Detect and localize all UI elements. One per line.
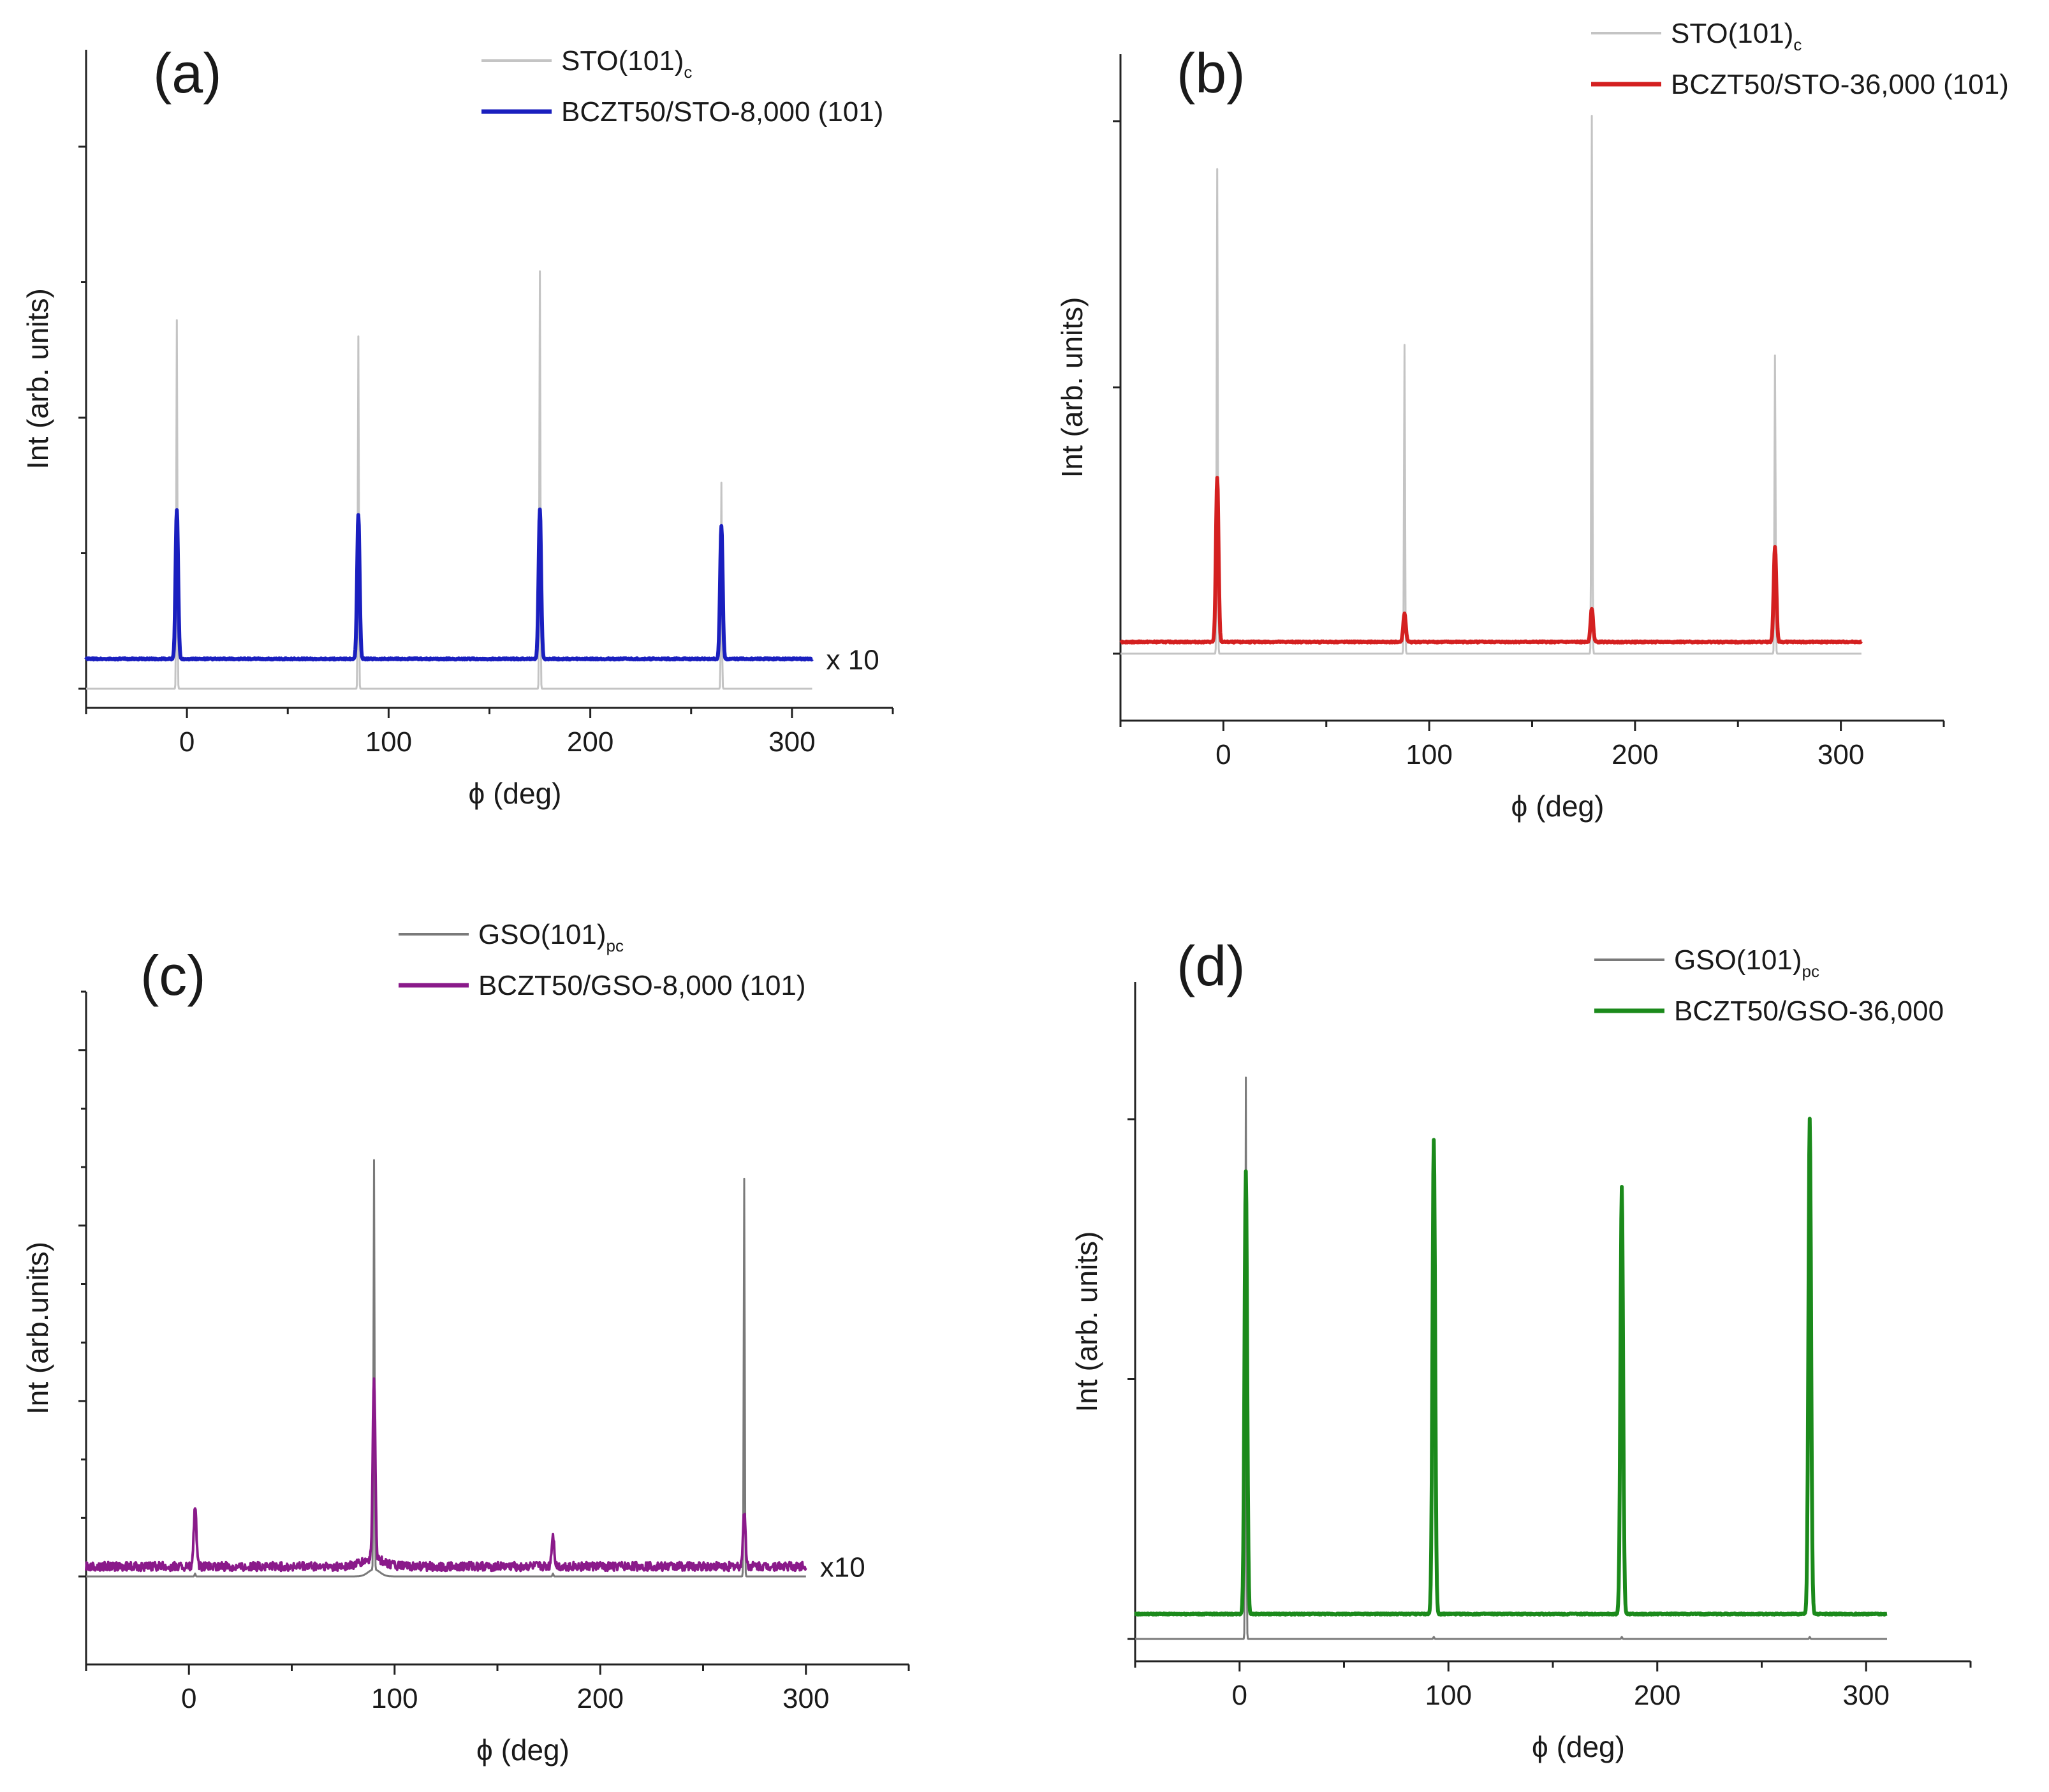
x-tick-label: 200 xyxy=(567,726,613,758)
legend-subscript: c xyxy=(1793,35,1802,54)
x-tick-label: 200 xyxy=(577,1683,624,1714)
legend-label: BCZT50/STO-36,000 (101) xyxy=(1671,69,2009,100)
x-tick-label: 100 xyxy=(1406,739,1452,770)
legend-subscript: pc xyxy=(606,936,624,955)
panel-d: 0 100 200 300 ϕ (deg) Int (arb. units) (d) GSO(… xyxy=(1070,934,1972,1763)
x-tick-label: 0 xyxy=(1215,739,1231,770)
panel-label: (b) xyxy=(1177,41,1245,105)
legend-subscript: c xyxy=(684,62,692,82)
film-series-line xyxy=(1119,476,1863,645)
legend-label: BCZT50/GSO-36,000 xyxy=(1674,995,1944,1027)
x-tick-label: 200 xyxy=(1612,739,1658,770)
x-tick-label: 300 xyxy=(1818,739,1864,770)
x-tick-label: 0 xyxy=(179,726,195,758)
panel-a: 0 100 200 300 ϕ (deg) Int (arb. units) (a) STO(… xyxy=(21,41,894,810)
x-axis-title: ϕ (deg) xyxy=(1532,1730,1625,1763)
x-tick-label: 100 xyxy=(365,726,412,758)
film-series-line xyxy=(85,1377,807,1573)
substrate-series-line xyxy=(85,270,813,690)
x-tick-label: 300 xyxy=(768,726,815,758)
panel-label: (a) xyxy=(153,41,222,105)
y-axis-title: Int (arb. units) xyxy=(1070,1231,1103,1413)
panel-label: (c) xyxy=(140,944,206,1007)
x-tick-label: 300 xyxy=(1843,1680,1890,1711)
substrate-series-line xyxy=(1120,115,1862,655)
panel-label: (d) xyxy=(1177,934,1245,997)
x-axis-title: ϕ (deg) xyxy=(1511,790,1605,823)
panel-b: 0 100 200 300 ϕ (deg) Int (arb. units) (b) STO(… xyxy=(1055,18,2009,823)
y-axis-title: Int (arb. units) xyxy=(1055,297,1089,478)
legend-label: GSO(101)pc xyxy=(478,919,624,955)
x-tick-label: 300 xyxy=(782,1683,829,1714)
x-tick-label: 100 xyxy=(371,1683,418,1714)
multiplier-label: x 10 xyxy=(826,644,879,675)
legend-label: STO(101)c xyxy=(561,45,692,82)
x-tick-label: 100 xyxy=(1425,1680,1472,1711)
y-axis-title: Int (arb. units) xyxy=(21,288,54,469)
substrate-series-line xyxy=(85,1159,807,1578)
legend-label: GSO(101)pc xyxy=(1674,944,1819,981)
legend-subscript: pc xyxy=(1802,962,1819,981)
x-tick-label: 0 xyxy=(181,1683,196,1714)
substrate-series-line xyxy=(1135,1076,1888,1640)
film-series-line xyxy=(84,507,814,662)
film-series-line xyxy=(1133,1117,1889,1617)
x-tick-label: 0 xyxy=(1232,1680,1247,1711)
panel-c: 0 100 200 300 ϕ (deg) Int (arb.units) (c) GSO(1… xyxy=(21,919,910,1766)
x-axis-title: ϕ (deg) xyxy=(469,777,562,810)
x-axis-title: ϕ (deg) xyxy=(476,1733,569,1766)
legend-label: BCZT50/STO-8,000 (101) xyxy=(561,96,883,128)
x-tick-label: 200 xyxy=(1634,1680,1680,1711)
y-axis-title: Int (arb.units) xyxy=(21,1242,54,1414)
legend-label: STO(101)c xyxy=(1671,18,1802,54)
multiplier-label: x10 xyxy=(820,1552,865,1583)
legend-label: BCZT50/GSO-8,000 (101) xyxy=(478,970,806,1001)
